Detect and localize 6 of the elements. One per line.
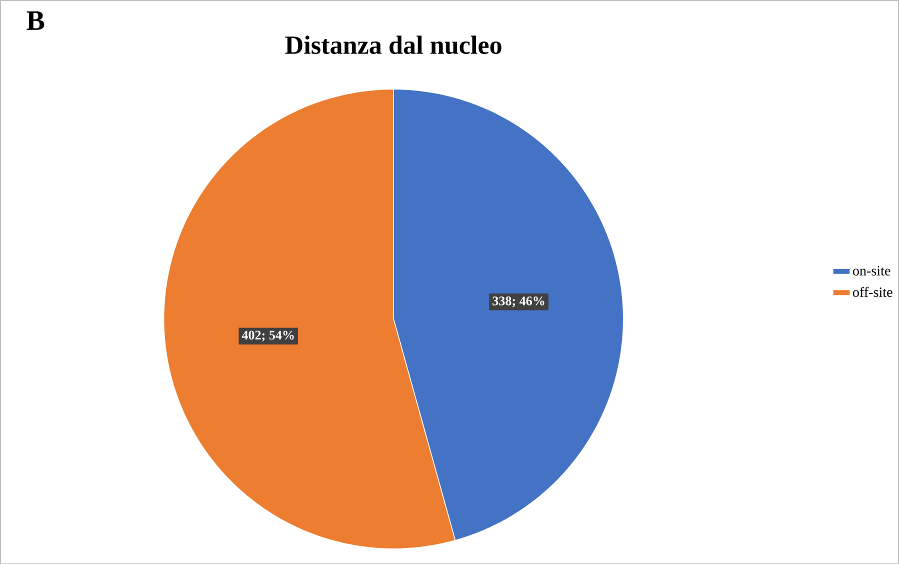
- legend-label: off-site: [852, 286, 892, 297]
- chart-title: Distanza dal nucleo: [285, 35, 502, 54]
- data-label: 402; 54%: [242, 330, 294, 342]
- legend-label: on-site: [852, 266, 890, 276]
- text: B: [26, 11, 44, 30]
- data-label: 338; 46%: [492, 296, 544, 308]
